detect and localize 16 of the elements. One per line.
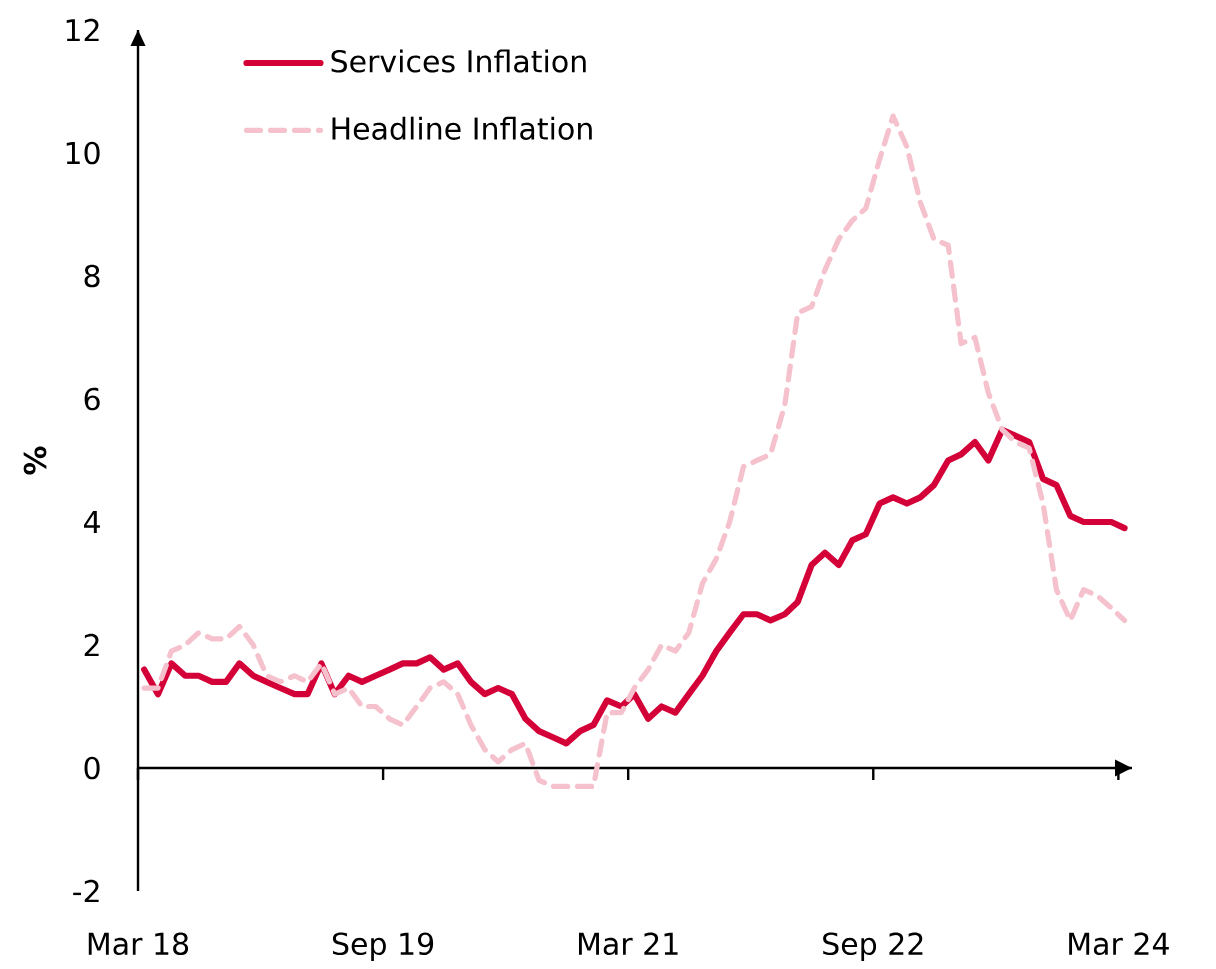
- x-tick-label: Mar 21: [578, 932, 678, 956]
- x-tick-label: Sep 19: [332, 932, 434, 961]
- y-tick-label: 6: [84, 387, 100, 411]
- y-tick-label: 8: [84, 264, 100, 288]
- y-tick-label: 12: [66, 18, 99, 42]
- x-tick-label: Sep 22: [823, 932, 923, 961]
- legend-label: Headline Inflation: [332, 116, 592, 140]
- y-tick-label: 4: [83, 511, 100, 533]
- x-tick-label: Mar 18: [88, 932, 189, 956]
- y-tick-label: 0: [84, 756, 100, 780]
- y-tick-label: -2: [73, 879, 99, 903]
- y-axis-title: %: [23, 446, 47, 475]
- y-tick-label: 10: [66, 141, 100, 165]
- legend-label: Services Inflation: [331, 49, 586, 73]
- y-tick-label: 2: [84, 633, 99, 657]
- x-tick-label: Mar 24: [1069, 932, 1169, 956]
